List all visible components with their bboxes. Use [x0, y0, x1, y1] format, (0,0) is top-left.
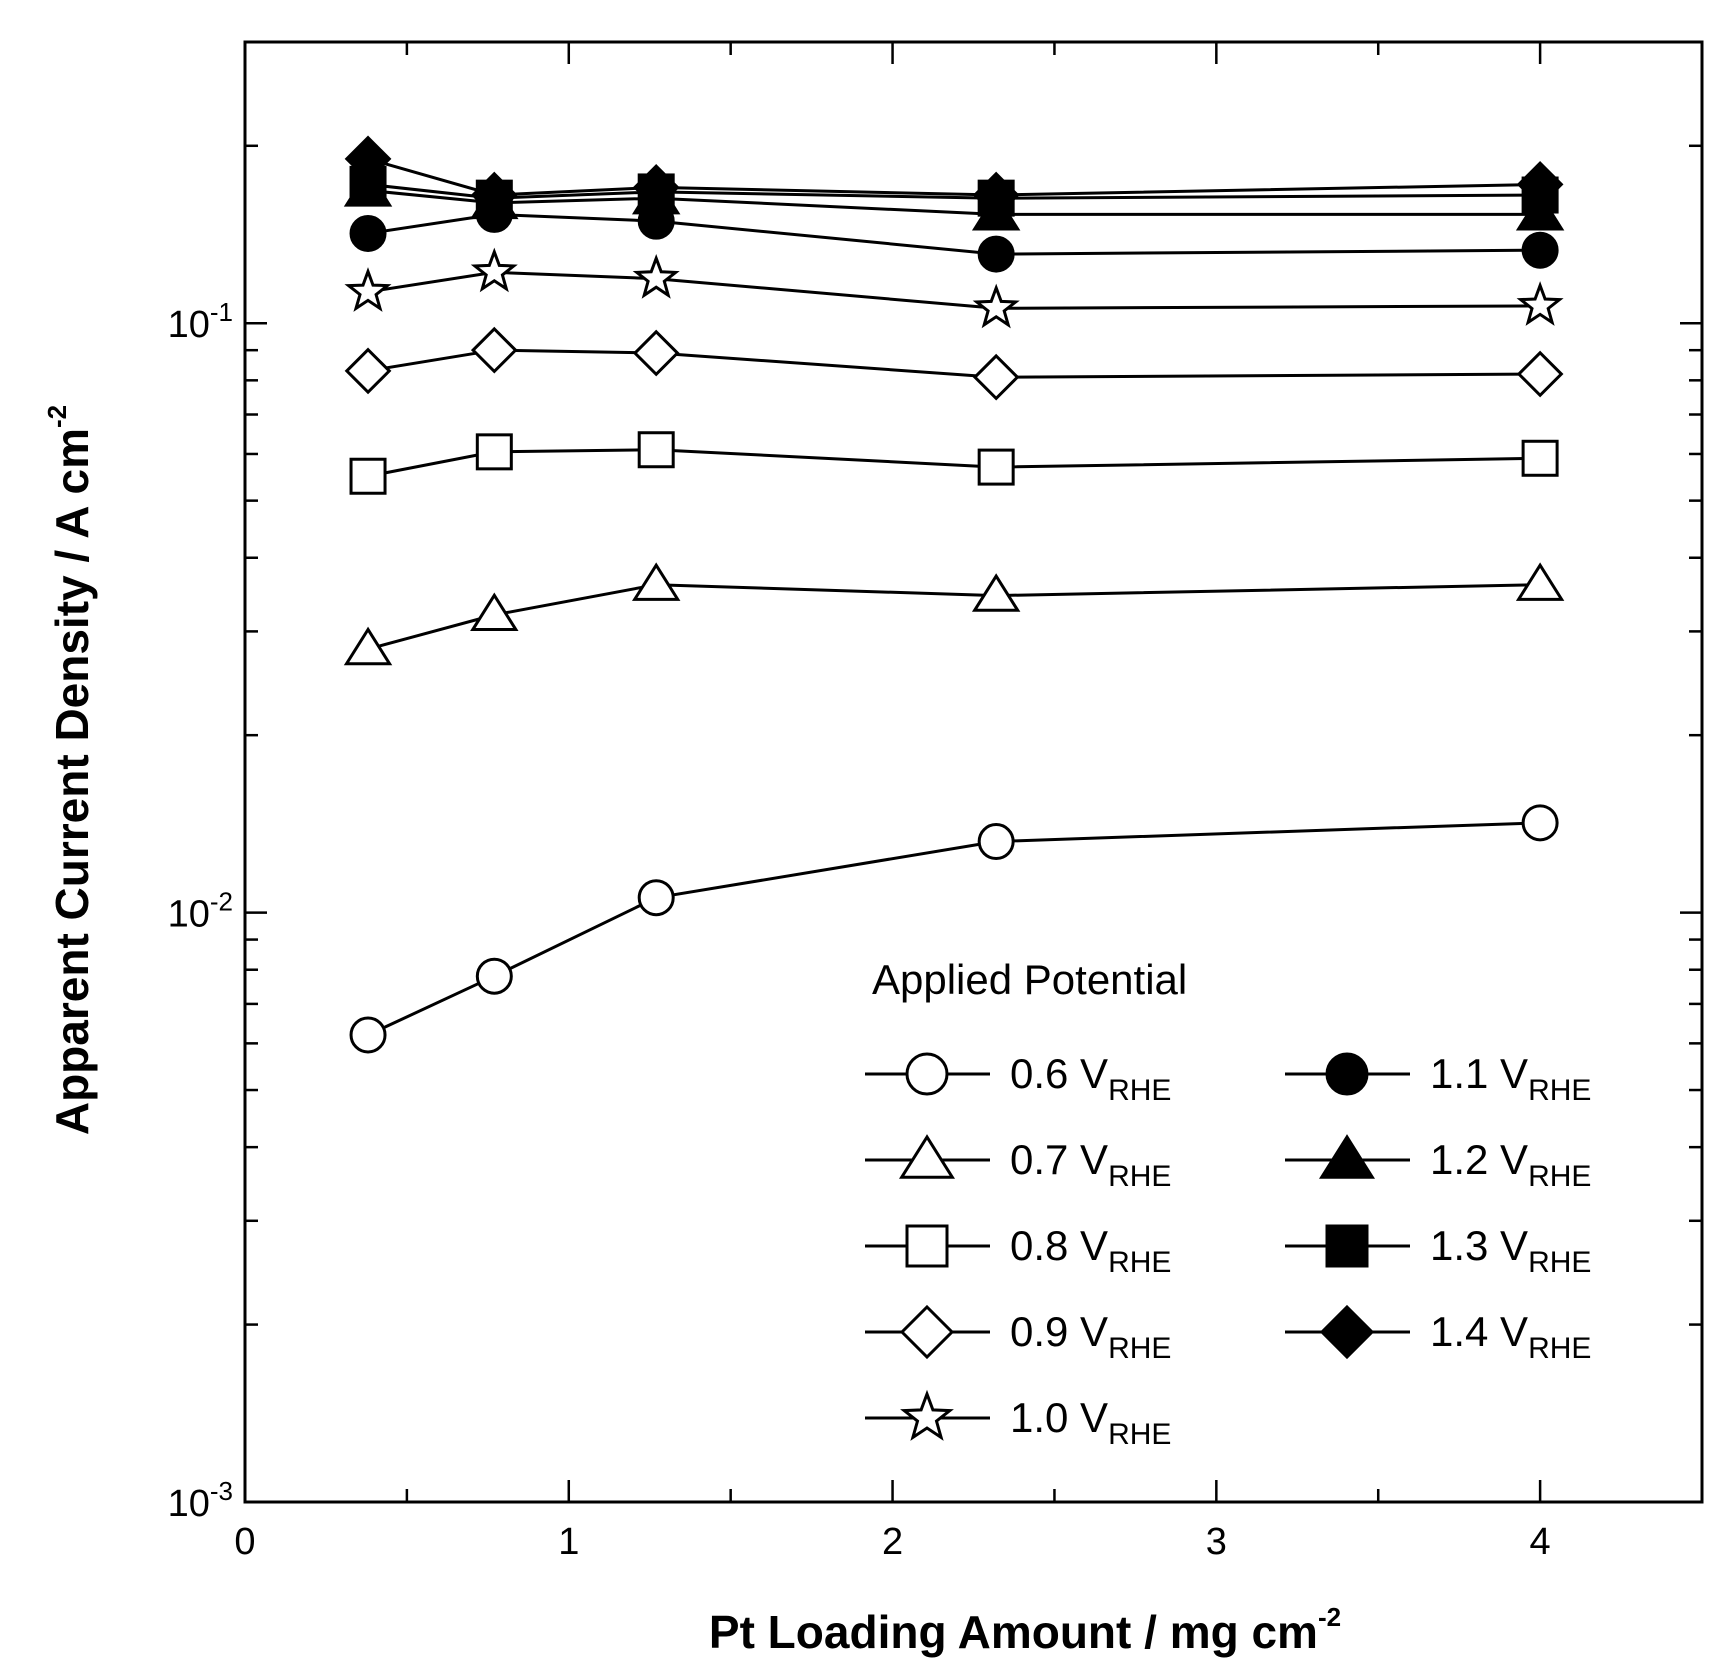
legend-marker [1325, 1224, 1369, 1268]
data-point [632, 329, 680, 377]
data-point [971, 573, 1021, 612]
series-1-3-filled [349, 165, 1559, 217]
x-tick-label: 4 [1530, 1521, 1551, 1563]
data-point [637, 879, 675, 917]
legend-marker [900, 1389, 954, 1441]
legend-label: 1.3 VRHE [1430, 1222, 1591, 1279]
legend-entry: 0.9 VRHE [865, 1304, 1171, 1365]
data-point [977, 823, 1015, 861]
legend-marker [905, 1052, 949, 1096]
plot-frame [243, 40, 1704, 1504]
series-1-1-filled [349, 195, 1559, 273]
data-point [1521, 231, 1559, 269]
y-tick-labels: 10-3 10-2 10-1 [168, 297, 233, 1525]
series-line [367, 448, 1541, 478]
data-point [632, 164, 680, 211]
legend-title: Applied Potential [872, 956, 1187, 1003]
series-line [367, 583, 1541, 651]
series-0-9-open [344, 326, 1564, 401]
data-point [349, 214, 387, 252]
legend-label: 1.1 VRHE [1430, 1050, 1591, 1107]
y-tick-label: 10-2 [168, 887, 233, 936]
plot-area [243, 40, 1704, 1504]
x-tick-label: 3 [1206, 1521, 1227, 1563]
data-point [344, 267, 392, 312]
series-line [367, 821, 1541, 1037]
legend-label: 0.6 VRHE [1010, 1050, 1171, 1107]
legend-entry: 1.4 VRHE [1285, 1304, 1591, 1365]
data-point [1521, 804, 1559, 842]
legend-entry: 0.6 VRHE [865, 1050, 1171, 1107]
legend-label: 1.0 VRHE [1010, 1394, 1171, 1451]
data-point [344, 347, 392, 395]
data-point [1516, 161, 1564, 208]
series-1-2-filled [343, 168, 1565, 231]
data-point [1521, 439, 1559, 477]
legend-entry: 1.3 VRHE [1285, 1222, 1591, 1279]
x-tick-label: 1 [558, 1521, 579, 1563]
data-point [1515, 562, 1565, 601]
data-point [349, 457, 387, 495]
data-point [475, 957, 513, 995]
data-point [972, 171, 1020, 219]
legend-marker [1325, 1052, 1369, 1096]
data-point [344, 135, 392, 183]
legend-marker [905, 1224, 949, 1268]
y-axis-title: Apparent Current Density / A cm-2 [42, 405, 98, 1135]
series-1-0-open [344, 247, 1564, 329]
data-point [631, 562, 681, 601]
series-0-7-open [343, 562, 1565, 666]
data-point [470, 247, 518, 293]
legend: Applied Potential 0.6 VRHE 0.7 VRHE 0.8 VR… [865, 956, 1591, 1451]
series-line [367, 157, 1541, 197]
data-point [977, 235, 1015, 273]
data-point [343, 626, 393, 666]
legend-label: 0.7 VRHE [1010, 1136, 1171, 1193]
legend-marker [1318, 1134, 1376, 1179]
series-layer [343, 135, 1565, 1054]
series-line [367, 212, 1541, 256]
legend-entry: 0.8 VRHE [865, 1222, 1171, 1279]
y-tick-label: 10-3 [168, 1476, 233, 1525]
x-tick-labels: 0 1 2 3 4 [234, 1521, 1550, 1563]
series-line [367, 270, 1541, 310]
data-point [470, 326, 518, 374]
series-0-8-open [349, 431, 1559, 495]
data-point [972, 353, 1020, 401]
legend-marker [899, 1304, 955, 1360]
data-point [475, 433, 513, 471]
data-point [349, 1016, 387, 1054]
legend-label: 0.8 VRHE [1010, 1222, 1171, 1279]
legend-marker [898, 1134, 956, 1179]
data-point [637, 431, 675, 469]
x-tick-label: 2 [882, 1521, 903, 1563]
data-point [972, 283, 1020, 329]
data-point [1516, 350, 1564, 398]
series-0-6-open [349, 804, 1559, 1054]
legend-entry: 0.7 VRHE [865, 1134, 1171, 1193]
data-point [470, 592, 519, 632]
data-point [632, 253, 680, 299]
y-tick-label: 10-1 [168, 297, 233, 346]
data-point [977, 448, 1015, 486]
legend-entry: 1.1 VRHE [1285, 1050, 1591, 1107]
legend-marker [1319, 1304, 1375, 1360]
x-tick-label: 0 [234, 1521, 255, 1563]
data-point [470, 171, 518, 219]
legend-label: 0.9 VRHE [1010, 1308, 1171, 1365]
legend-label: 1.4 VRHE [1430, 1308, 1591, 1365]
series-line [367, 348, 1541, 379]
legend-entry: 1.2 VRHE [1285, 1134, 1591, 1193]
data-point [1516, 281, 1564, 326]
legend-label: 1.2 VRHE [1430, 1136, 1591, 1193]
x-axis-title: Pt Loading Amount / mg cm-2 [709, 1602, 1341, 1658]
series-1-4-filled [344, 135, 1564, 219]
legend-entry: 1.0 VRHE [865, 1389, 1171, 1451]
